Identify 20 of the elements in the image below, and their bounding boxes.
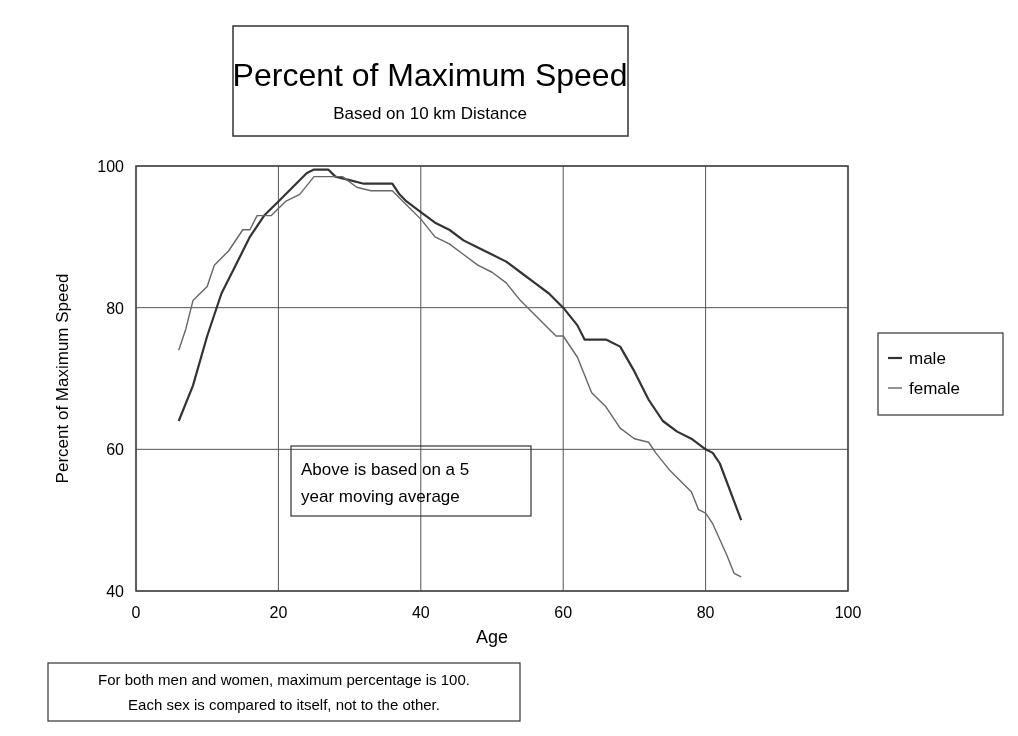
chart-subtitle: Based on 10 km Distance — [333, 104, 527, 123]
y-tick-label: 40 — [106, 583, 125, 600]
x-axis-title: Age — [475, 627, 509, 647]
x-tick-label: 20 — [269, 604, 288, 621]
text: For both men and women, maximum percentage is 100. Each sex is compared to itself, not to the other. — [98, 671, 470, 713]
y-tick-label: 100 — [97, 158, 125, 175]
x-tick-label: 40 — [411, 604, 430, 621]
y-tick-label: 80 — [106, 299, 125, 317]
x-tick-label: 60 — [554, 604, 573, 621]
y-tick-label: 60 — [106, 441, 125, 459]
line-series — [178, 175, 742, 578]
x-tick-label: 100 — [834, 604, 862, 621]
x-tick-label: 80 — [696, 604, 715, 621]
annotation: Above is based on a 5 year moving average — [301, 460, 470, 506]
y-axis-title: Percent of Maximum Speed — [232, 57, 628, 93]
legend-label: female — [909, 379, 961, 398]
legend-label: male — [909, 349, 946, 368]
x-tick-label: 0 — [131, 604, 141, 621]
text: Percent of Maximum Speed — [53, 273, 72, 484]
line-series — [177, 168, 743, 522]
